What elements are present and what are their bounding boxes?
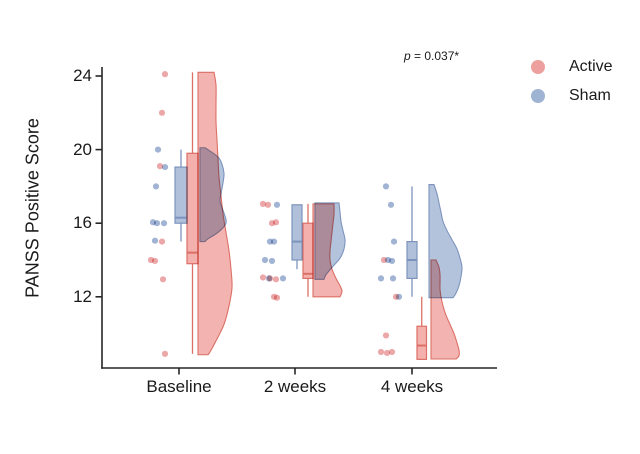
data-point-sham-4weeks xyxy=(389,275,397,282)
x-tick-label: 4 weeks xyxy=(380,377,444,396)
boxplot-sham-2weeks xyxy=(291,204,303,270)
data-point-active-2weeks xyxy=(272,219,280,226)
legend-label-active: Active xyxy=(569,58,613,75)
data-point-sham-2weeks xyxy=(261,256,269,264)
data-point-active-baseline xyxy=(161,71,169,78)
legend-item-sham: Sham xyxy=(531,87,613,105)
data-point-sham-4weeks xyxy=(382,183,390,190)
p-value-annotation: p = 0.037* xyxy=(404,49,459,63)
legend-item-active: Active xyxy=(531,58,613,76)
violin-sham-baseline xyxy=(199,147,227,243)
data-point-sham-2weeks xyxy=(279,275,287,282)
data-point-sham-4weeks xyxy=(390,238,398,245)
violin-active-2weeks xyxy=(312,203,343,298)
data-point-active-2weeks xyxy=(273,294,281,301)
data-point-sham-2weeks xyxy=(273,201,281,208)
data-point-active-baseline xyxy=(159,276,167,283)
data-point-active-2weeks xyxy=(259,200,267,207)
y-tick-label: 16 xyxy=(73,213,92,232)
y-tick-label: 24 xyxy=(73,66,92,85)
data-point-active-baseline xyxy=(151,257,159,265)
data-point-sham-baseline xyxy=(161,163,169,171)
data-point-active-baseline xyxy=(161,350,169,357)
data-point-sham-baseline xyxy=(152,183,160,190)
data-point-active-2weeks xyxy=(264,201,272,208)
data-point-sham-baseline xyxy=(160,220,168,227)
p-symbol: p xyxy=(404,49,411,63)
data-point-active-4weeks xyxy=(377,348,385,356)
data-point-sham-2weeks xyxy=(265,275,273,282)
x-tick-label: 2 weeks xyxy=(263,377,327,396)
legend: Active Sham xyxy=(531,58,613,116)
data-point-active-baseline xyxy=(158,238,166,245)
y-tick-label: 20 xyxy=(73,140,92,159)
data-point-sham-baseline xyxy=(151,237,159,244)
boxplot-sham-4weeks xyxy=(406,186,418,297)
data-point-active-2weeks xyxy=(259,274,267,281)
active-swatch-icon xyxy=(531,60,545,74)
boxplot-active-2weeks xyxy=(302,203,314,297)
data-point-sham-baseline xyxy=(153,220,161,227)
data-point-active-baseline xyxy=(158,109,166,116)
violin-active-4weeks xyxy=(430,259,460,360)
data-point-active-baseline xyxy=(156,163,164,170)
y-tick-label: 12 xyxy=(73,287,92,306)
boxplot-active-baseline xyxy=(186,72,199,354)
data-point-sham-4weeks xyxy=(377,275,385,282)
sham-swatch-icon xyxy=(531,89,545,103)
data-point-sham-2weeks xyxy=(270,238,278,245)
legend-label-sham: Sham xyxy=(569,87,611,104)
data-point-active-4weeks xyxy=(382,332,390,339)
data-point-sham-2weeks xyxy=(268,257,276,265)
data-point-sham-baseline xyxy=(154,146,162,153)
boxplot-active-4weeks xyxy=(416,296,428,360)
data-point-sham-4weeks xyxy=(388,257,396,265)
boxplot-sham-baseline xyxy=(174,149,188,242)
data-point-sham-4weeks xyxy=(395,293,403,300)
data-point-active-4weeks xyxy=(388,348,396,356)
data-point-active-2weeks xyxy=(272,276,280,283)
data-point-sham-4weeks xyxy=(387,201,395,208)
data-point-active-4weeks xyxy=(383,349,391,357)
y-axis-title: PANSS Positive Score xyxy=(22,118,43,298)
x-tick-label: Baseline xyxy=(146,377,212,396)
p-value-text: = 0.037* xyxy=(410,49,460,63)
